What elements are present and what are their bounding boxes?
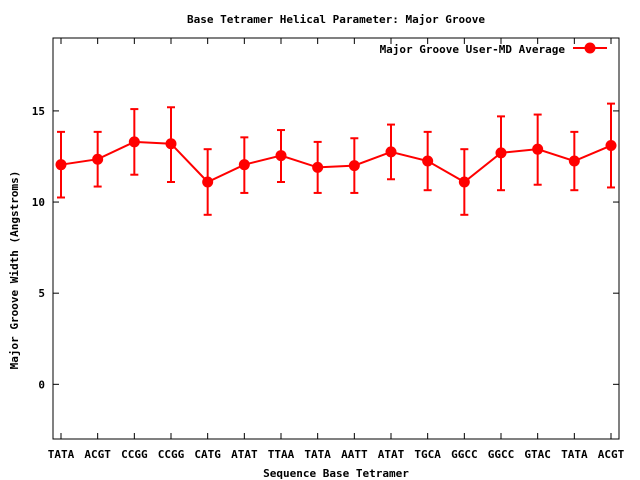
x-tick-label: GGCC bbox=[451, 448, 478, 461]
x-tick-label: ATAT bbox=[378, 448, 405, 461]
legend: Major Groove User-MD Average bbox=[380, 42, 607, 56]
x-tick-label: TGCA bbox=[414, 448, 441, 461]
plot-frame bbox=[52, 37, 620, 440]
error-bars bbox=[57, 102, 615, 216]
x-tick-label: GGCC bbox=[488, 448, 515, 461]
data-point bbox=[532, 143, 544, 155]
data-point bbox=[385, 146, 397, 158]
x-tick-label: CCGG bbox=[121, 448, 148, 461]
y-tick-label: 0 bbox=[38, 378, 45, 391]
data-point bbox=[605, 140, 617, 152]
data-point bbox=[422, 155, 434, 167]
axis-ticks: 0 5 10 15 TATA ACGT CCGG CCGG CATG ATAT TTAA TATA AA… bbox=[32, 38, 625, 461]
legend-label: Major Groove User-MD Average bbox=[380, 43, 566, 56]
x-tick-label: TATA bbox=[304, 448, 331, 461]
y-tick-label: 10 bbox=[32, 196, 45, 209]
data-point bbox=[568, 155, 580, 167]
data-point bbox=[348, 160, 360, 172]
data-point bbox=[92, 153, 104, 165]
data-point bbox=[238, 159, 250, 171]
chart-title: Base Tetramer Helical Parameter: Major G… bbox=[187, 13, 485, 26]
x-tick-label: CCGG bbox=[158, 448, 185, 461]
x-tick-label: TATA bbox=[561, 448, 588, 461]
series-line bbox=[60, 140, 612, 184]
data-point bbox=[55, 159, 67, 171]
x-tick-label: CATG bbox=[194, 448, 221, 461]
x-axis-label: Sequence Base Tetramer bbox=[263, 467, 409, 480]
x-tick-label: AATT bbox=[341, 448, 368, 461]
data-point bbox=[165, 138, 177, 150]
y-tick-label: 15 bbox=[32, 105, 45, 118]
y-tick-label: 5 bbox=[38, 287, 45, 300]
x-tick-label: ATAT bbox=[231, 448, 258, 461]
x-tick-label: TATA bbox=[48, 448, 75, 461]
data-point bbox=[312, 161, 324, 173]
data-points bbox=[55, 136, 617, 188]
data-point bbox=[128, 136, 140, 148]
x-tick-label: TTAA bbox=[268, 448, 295, 461]
data-point bbox=[458, 176, 470, 188]
data-point bbox=[202, 176, 214, 188]
x-tick-label: ACGT bbox=[84, 448, 111, 461]
series-line-group bbox=[60, 140, 612, 184]
legend-swatch-marker bbox=[584, 42, 596, 54]
data-point bbox=[495, 147, 507, 159]
x-tick-label: ACGT bbox=[598, 448, 625, 461]
plot-border bbox=[52, 37, 620, 440]
x-tick-label: GTAC bbox=[524, 448, 551, 461]
data-point bbox=[275, 150, 287, 162]
y-axis-label: Major Groove Width (Angstroms) bbox=[8, 171, 21, 370]
